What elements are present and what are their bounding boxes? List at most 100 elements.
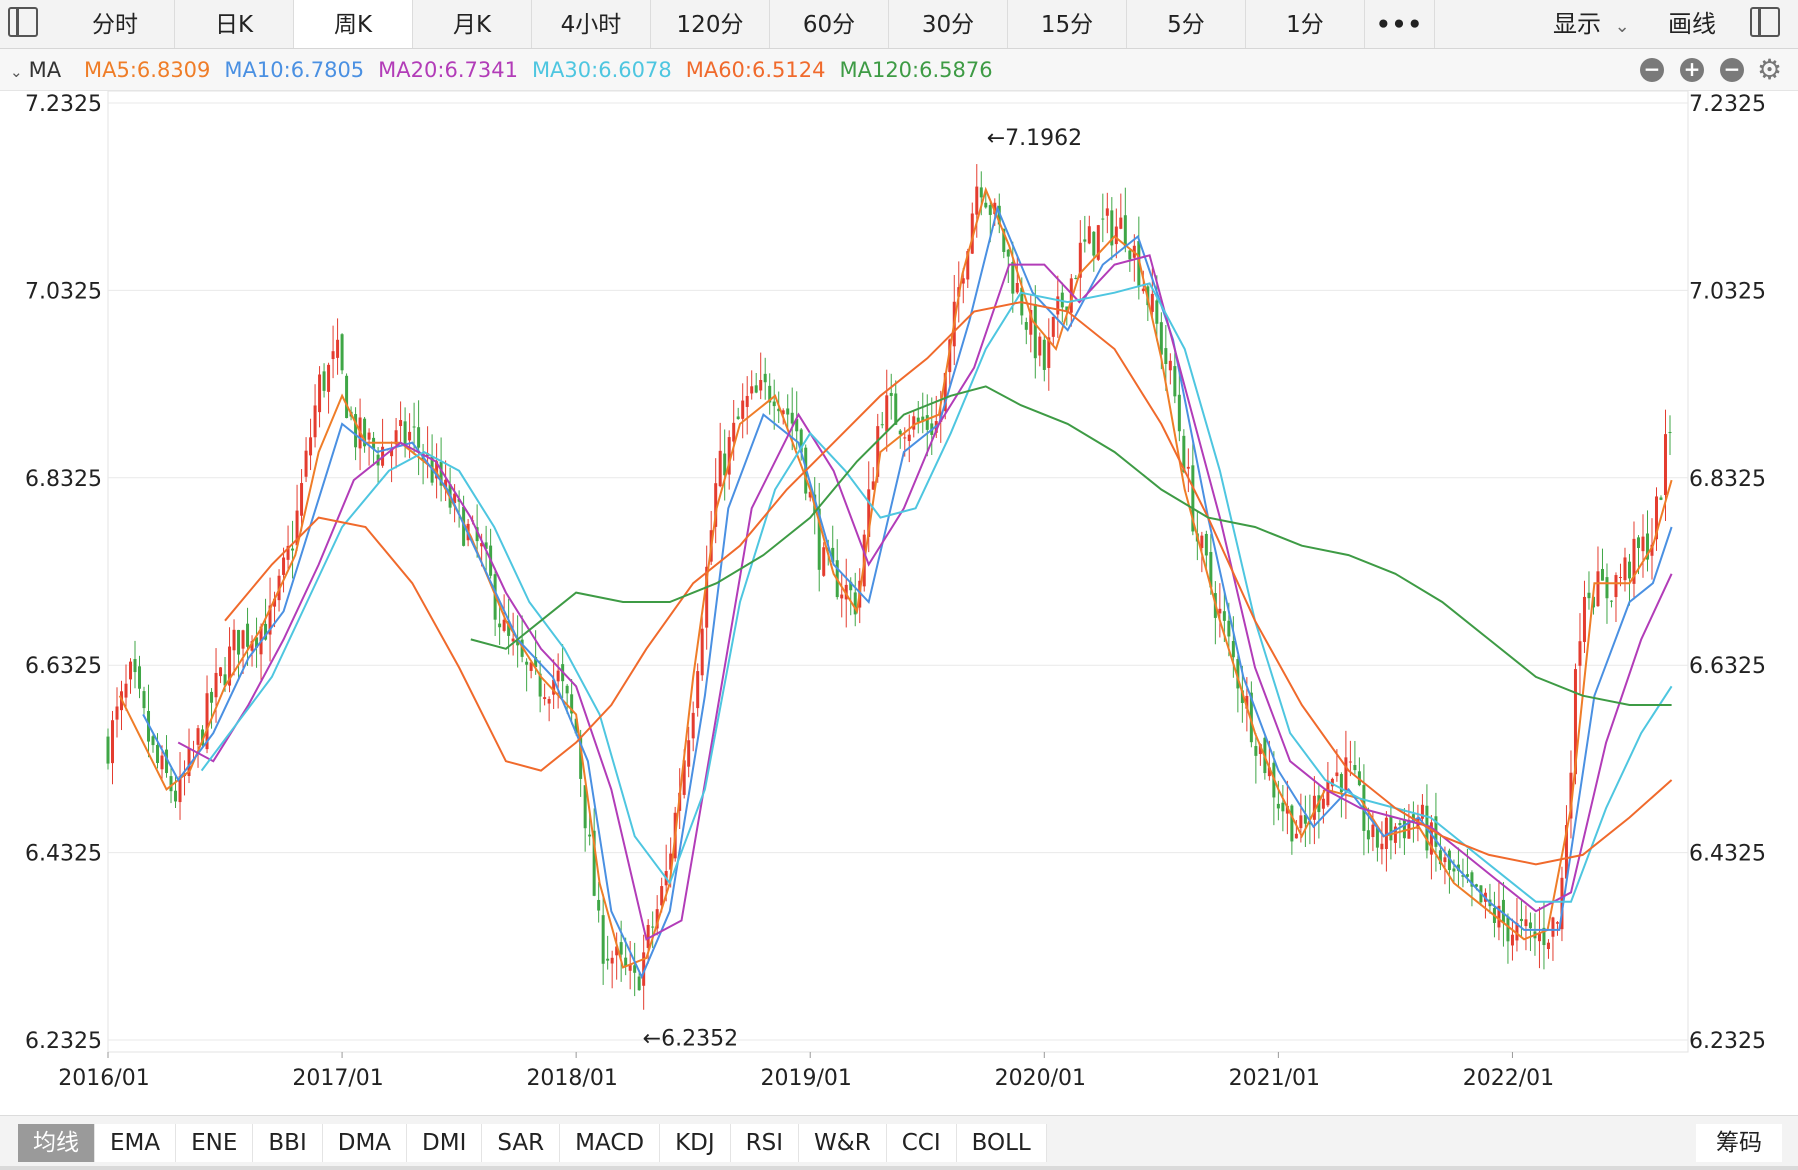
tab-120m[interactable]: 120分 — [651, 0, 770, 48]
tab-week-k[interactable]: 周K — [294, 0, 413, 48]
indicator-tab-kdj[interactable]: KDJ — [660, 1124, 731, 1162]
candle-body — [1150, 293, 1154, 312]
candle-body — [853, 592, 857, 615]
gear-icon[interactable]: ⚙ — [1757, 53, 1783, 86]
candle-body — [1609, 600, 1613, 602]
remove-indicator-icon[interactable]: − — [1720, 58, 1744, 82]
panel-toggle-icon[interactable] — [1750, 7, 1780, 37]
tab-1m[interactable]: 1分 — [1246, 0, 1365, 48]
candle-body — [961, 278, 965, 284]
candle-body — [777, 408, 781, 412]
ma-line-ma5 — [118, 186, 1673, 969]
chart-svg[interactable]: 7.2325 7.2325 7.0325 7.0325 6.8325 6.8325 6.63… — [0, 90, 1798, 1115]
candle-body — [502, 619, 506, 631]
tab-4h[interactable]: 4小时 — [532, 0, 651, 48]
add-indicator-icon[interactable]: + — [1680, 58, 1704, 82]
candle-body — [1087, 226, 1091, 244]
candle-body — [1519, 918, 1523, 922]
candle-body — [403, 421, 407, 444]
candle-body — [907, 434, 911, 442]
indicator-tab-rsi[interactable]: RSI — [731, 1124, 800, 1162]
candle-body — [889, 392, 893, 396]
candle-body — [1227, 620, 1231, 637]
candle-body — [984, 202, 988, 208]
ma30-value: MA30:6.6078 — [531, 58, 672, 82]
tab-30m[interactable]: 30分 — [889, 0, 1008, 48]
candle-body — [1389, 816, 1393, 841]
candle-body — [1645, 533, 1649, 560]
candle-body — [552, 679, 556, 695]
candle-body — [799, 429, 803, 453]
display-label: 显示 — [1553, 10, 1601, 38]
tab-60m[interactable]: 60分 — [770, 0, 889, 48]
candle-body — [628, 964, 632, 971]
candle-body — [1447, 850, 1451, 871]
display-menu[interactable]: 显示 ⌄ — [1553, 0, 1630, 48]
candle-body — [408, 431, 412, 441]
candle-body — [1650, 544, 1654, 556]
tab-day-k[interactable]: 日K — [175, 0, 294, 48]
indicator-tab-bbi[interactable]: BBI — [253, 1124, 323, 1162]
indicator-tab-sar[interactable]: SAR — [482, 1124, 561, 1162]
bottom-strip — [0, 1166, 1798, 1170]
candle-body — [759, 380, 763, 391]
candle-body — [588, 834, 592, 837]
candle-body — [133, 658, 137, 673]
ma-selector[interactable]: ⌄ MA — [10, 49, 61, 93]
candle-body — [763, 373, 767, 383]
candle-body — [1542, 927, 1546, 946]
indicator-tab-ema[interactable]: EMA — [95, 1124, 177, 1162]
candle-body — [691, 712, 695, 739]
candle-body — [736, 416, 740, 420]
candle-body — [993, 202, 997, 215]
y-tick-label-left: 7.0325 — [25, 279, 102, 304]
candle-body — [844, 584, 848, 600]
candle-body — [1119, 217, 1123, 229]
draw-button[interactable]: 画线 — [1668, 10, 1716, 38]
indicator-tab-ma[interactable]: 均线 — [18, 1124, 95, 1162]
ma-legend-bar: ⌄ MA MA5:6.8309 MA10:6.7805 MA20:6.7341 M… — [0, 49, 1798, 91]
tab-15m[interactable]: 15分 — [1008, 0, 1127, 48]
chevron-down-icon: ⌄ — [1614, 16, 1630, 37]
candle-body — [1353, 765, 1357, 771]
candle-body — [1276, 803, 1280, 809]
sidebar-toggle-icon[interactable] — [8, 7, 38, 37]
indicator-tab-boll[interactable]: BOLL — [957, 1124, 1047, 1162]
y-tick-label-left: 6.2325 — [25, 1029, 102, 1054]
low-annotation: ←6.2352 — [643, 1026, 738, 1051]
tab-fenshi[interactable]: 分时 — [56, 0, 175, 48]
indicator-tab-dmi[interactable]: DMI — [407, 1124, 483, 1162]
candle-body — [1065, 306, 1069, 312]
candle-body — [1312, 795, 1316, 820]
indicator-tab-ene[interactable]: ENE — [176, 1124, 254, 1162]
indicator-tab-macd[interactable]: MACD — [560, 1124, 661, 1162]
candle-body — [745, 395, 749, 407]
candle-body — [876, 426, 880, 477]
collapse-icon[interactable]: − — [1640, 58, 1664, 82]
candle-body — [156, 744, 160, 764]
y-tick-label-right: 6.8325 — [1689, 467, 1766, 492]
indicator-tab-dma[interactable]: DMA — [323, 1124, 408, 1162]
tab-5m[interactable]: 5分 — [1127, 0, 1246, 48]
candle-body — [1092, 231, 1096, 256]
period-tabs: 分时 日K 周K 月K 4小时 120分 60分 30分 15分 5分 1分 •… — [56, 0, 1435, 48]
candle-body — [237, 629, 241, 655]
candle-body — [264, 623, 268, 640]
candle-body — [516, 639, 520, 646]
candle-body — [1033, 304, 1037, 359]
more-button[interactable]: ••• — [1365, 0, 1435, 48]
candle-body — [579, 735, 583, 779]
candle-body — [1200, 535, 1204, 548]
indicator-tab-cci[interactable]: CCI — [887, 1124, 957, 1162]
candle-body — [808, 491, 812, 498]
candle-body — [1114, 226, 1118, 245]
candle-body — [1105, 208, 1109, 216]
chips-button[interactable]: 筹码 — [1696, 1124, 1782, 1162]
candle-body — [696, 671, 700, 709]
candle-body — [439, 461, 443, 486]
kline-chart[interactable]: 7.2325 7.2325 7.0325 7.0325 6.8325 6.8325 6.63… — [0, 90, 1798, 1115]
tab-month-k[interactable]: 月K — [413, 0, 532, 48]
candle-body — [1159, 322, 1163, 355]
x-tick-label: 2019/01 — [761, 1066, 852, 1091]
indicator-tab-wr[interactable]: W&R — [799, 1124, 887, 1162]
